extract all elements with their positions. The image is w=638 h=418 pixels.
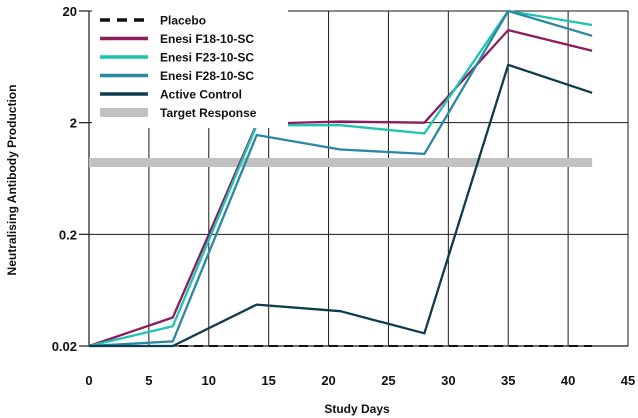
legend-label-target-response: Target Response [160,106,257,120]
x-tick-label: 0 [85,373,92,388]
y-axis-title: Neutralising Antibody Production [5,85,19,276]
y-tick-label: 0.2 [59,227,77,242]
x-tick-label: 40 [561,373,575,388]
x-tick-label: 35 [501,373,515,388]
y-tick-label: 20 [63,4,77,19]
legend-label-enesi-f18-10-sc: Enesi F18-10-SC [160,32,254,46]
series-line-enesi-f28-10-sc [88,9,593,348]
legend: Placebo Enesi F18-10-SC Enesi F23-10-SC Ene… [92,10,288,128]
legend-label-enesi-f28-10-sc: Enesi F28-10-SC [160,69,254,83]
x-axis-title: Study Days [324,402,390,416]
x-tick-label: 30 [441,373,455,388]
legend-label-placebo: Placebo [160,14,206,28]
series-line-enesi-f18-10-sc [88,28,593,348]
x-tick-label: 45 [621,373,635,388]
x-tick-label: 20 [321,373,335,388]
series-line-active-control [89,63,593,348]
x-tick-label: 25 [381,373,395,388]
y-tick-label: 0.02 [52,339,77,354]
x-tick-label: 15 [261,373,275,388]
series-layer [88,9,593,348]
x-tick-label: 10 [202,373,216,388]
y-tick-label: 2 [70,116,77,131]
x-axis-ticks: 0 5 10 15 20 25 30 35 40 45 [85,373,635,388]
x-tick-label: 5 [145,373,152,388]
legend-label-enesi-f23-10-sc: Enesi F23-10-SC [160,51,254,65]
legend-label-active-control: Active Control [160,88,242,102]
y-axis-ticks: 0.02 0.2 2 20 [52,4,89,354]
